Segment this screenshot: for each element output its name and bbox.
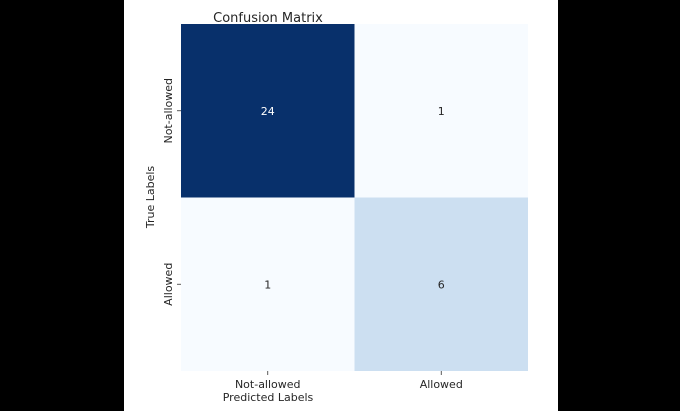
x-tick-label: Not-allowed — [235, 378, 301, 391]
cell-value-r0-c0: 24 — [261, 105, 275, 118]
x-axis-ticks: Not-allowed Allowed — [235, 371, 463, 391]
confusion-matrix-chart: Confusion Matrix 24 1 1 6 Not-allowed Allowe… — [144, 11, 528, 404]
figure-canvas: Confusion Matrix 24 1 1 6 Not-allowed Allowe… — [124, 0, 558, 411]
y-tick-label: Not-allowed — [162, 78, 175, 144]
y-axis-label: True Labels — [144, 166, 157, 230]
heatmap-cell-r1-c1 — [354, 197, 528, 371]
cell-value-r1-c1: 6 — [438, 278, 445, 291]
y-axis-ticks: Not-allowed Allowed — [162, 78, 181, 306]
heatmap-cell-r0-c0 — [181, 24, 355, 198]
y-tick-label: Allowed — [162, 263, 175, 306]
heatmap-cell-r0-c1 — [354, 24, 528, 198]
cell-annotations: 24 1 1 6 — [261, 105, 445, 292]
cell-value-r0-c1: 1 — [438, 105, 445, 118]
cell-value-r1-c0: 1 — [264, 278, 271, 291]
heatmap-cell-r1-c0 — [181, 197, 355, 371]
x-tick-label: Allowed — [420, 378, 463, 391]
chart-title: Confusion Matrix — [213, 11, 323, 26]
heatmap-cells — [181, 24, 528, 371]
x-axis-label: Predicted Labels — [223, 391, 314, 404]
